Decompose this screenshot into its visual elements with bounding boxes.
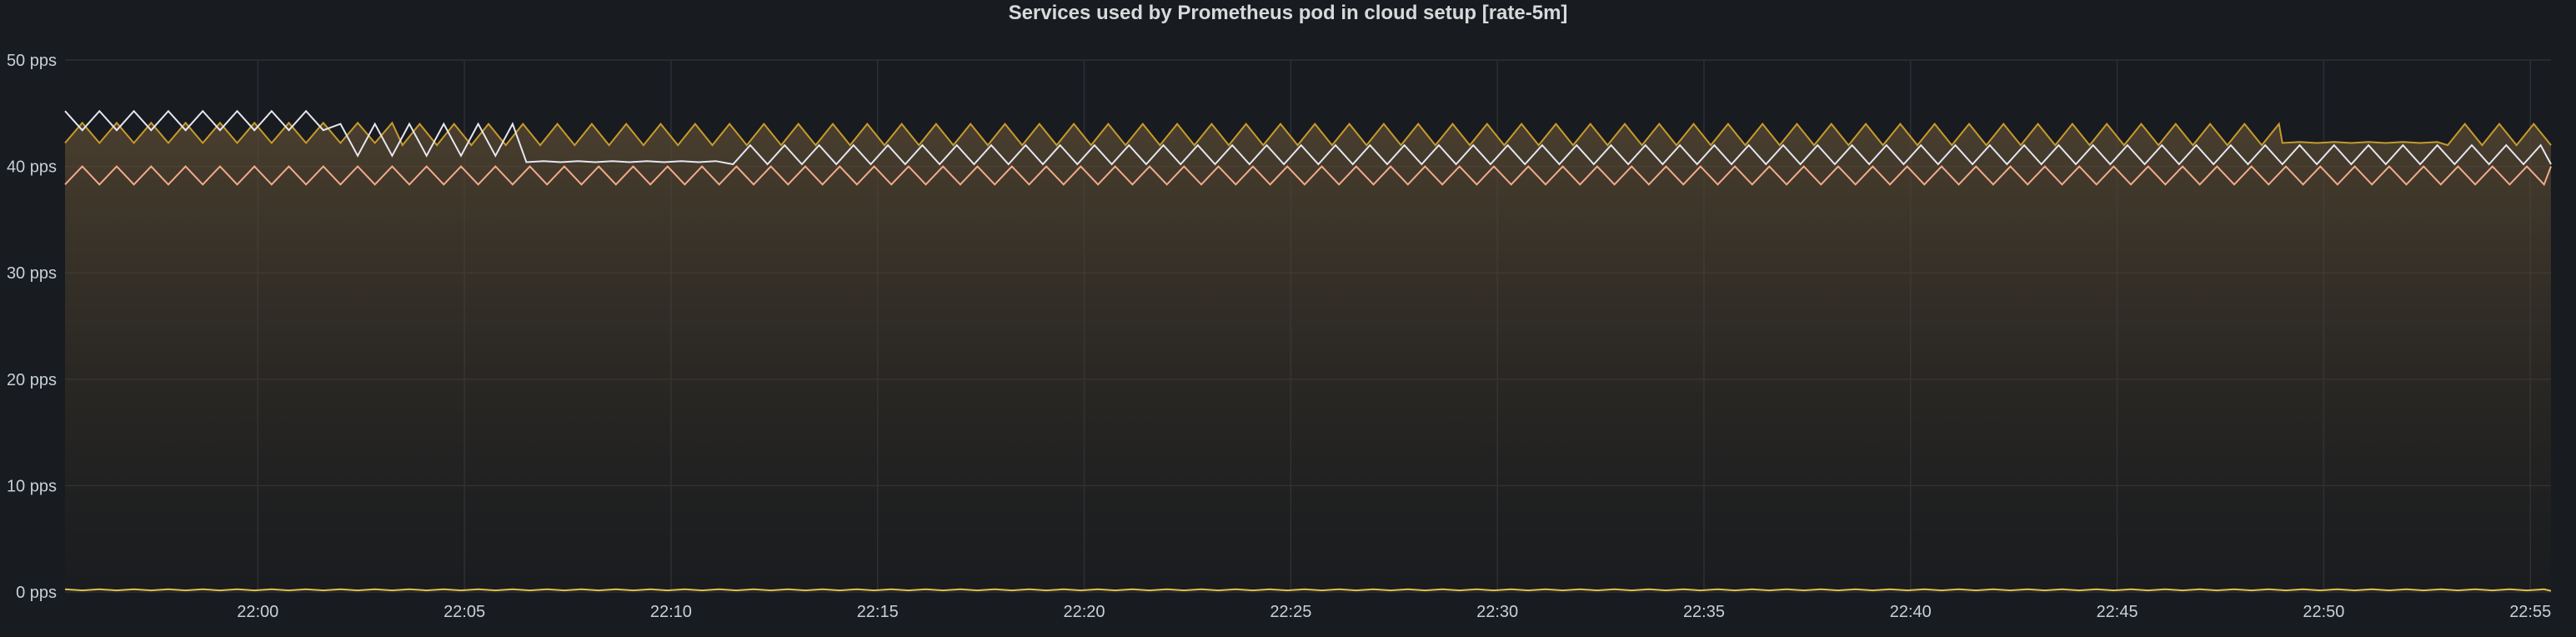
x-tick-label: 22:55: [2509, 603, 2551, 621]
x-tick-label: 22:25: [1270, 603, 1311, 621]
series-lines: [64, 109, 2552, 592]
x-tick-label: 22:30: [1476, 603, 1518, 621]
x-tick-label: 22:20: [1064, 603, 1105, 621]
x-tick-label: 22:50: [2303, 603, 2344, 621]
x-tick-label: 22:35: [1683, 603, 1725, 621]
y-tick-label: 50 pps: [7, 52, 57, 70]
x-tick-label: 22:40: [1890, 603, 1932, 621]
x-tick-label: 22:05: [444, 603, 485, 621]
y-tick-label: 20 pps: [7, 371, 57, 389]
y-tick-label: 0 pps: [16, 584, 57, 602]
x-tick-label: 22:10: [650, 603, 692, 621]
y-tick-label: 40 pps: [7, 158, 57, 177]
y-tick-label: 10 pps: [7, 477, 57, 495]
x-tick-label: 22:00: [237, 603, 278, 621]
area-fill: [65, 123, 2551, 593]
y-tick-label: 30 pps: [7, 264, 57, 283]
x-tick-label: 22:15: [857, 603, 899, 621]
series-line: [64, 121, 2552, 147]
x-tick-label: 22:45: [2097, 603, 2138, 621]
series-line: [64, 165, 2552, 187]
series-line: [64, 109, 2552, 166]
x-axis: 22:00 22:05 22:10 22:15 22:20 22:25 22:30 22:35…: [237, 603, 2551, 621]
series-line: [64, 588, 2552, 592]
series-area-fill: [65, 123, 2551, 593]
y-axis: 0 pps 10 pps 20 pps 30 pps 40 pps 50 pps: [7, 52, 57, 602]
panel-title[interactable]: Services used by Prometheus pod in cloud…: [1008, 2, 1568, 24]
